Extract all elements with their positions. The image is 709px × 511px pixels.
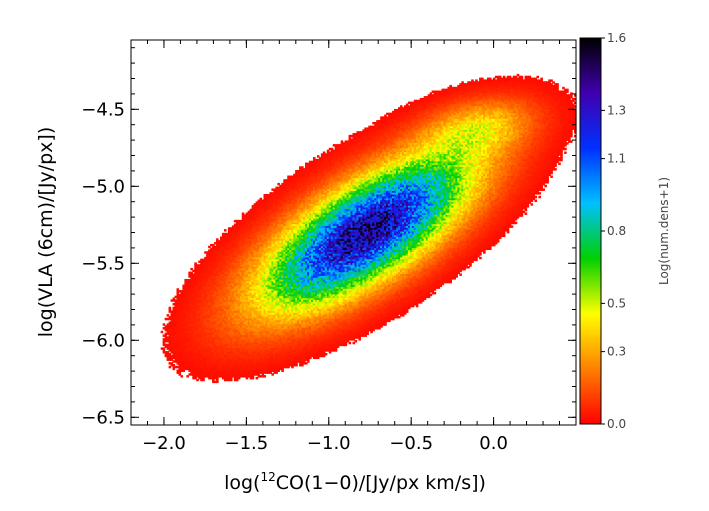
density-cell (264, 375, 267, 377)
density-cell (169, 307, 172, 309)
density-cell (224, 229, 227, 231)
density-cell (161, 331, 164, 333)
density-cell (180, 375, 183, 377)
density-map (161, 74, 577, 383)
